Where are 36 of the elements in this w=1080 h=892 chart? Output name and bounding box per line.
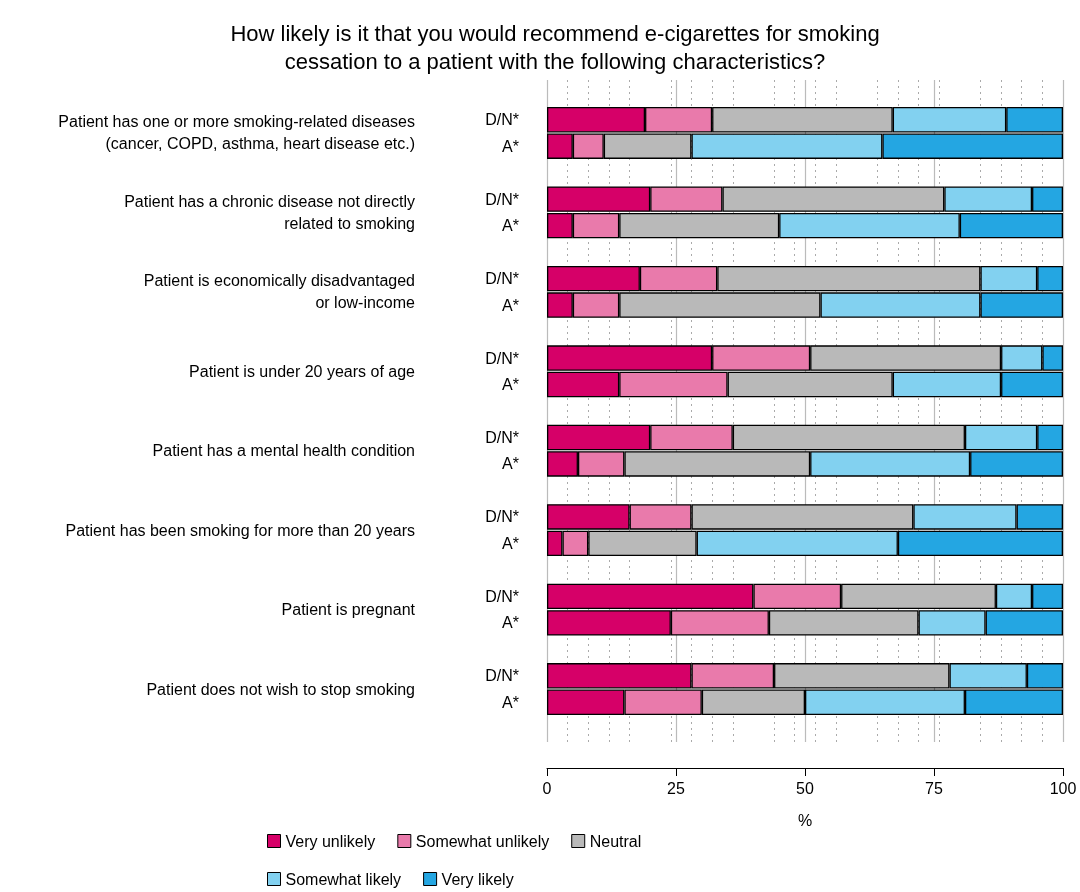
legend-label: Neutral xyxy=(589,832,642,850)
text: Patient is pregnant xyxy=(281,601,416,619)
text: Patient does not wish to stop smoking xyxy=(146,680,415,698)
legend-label: Somewhat unlikely xyxy=(415,832,550,850)
x-axis-title: % xyxy=(797,811,813,829)
y-tick-label: D/N* xyxy=(485,190,519,208)
y-tick-label: A* xyxy=(502,376,519,394)
text: Patient has been smoking for more than 20 years xyxy=(65,521,415,539)
legend-label: Very likely xyxy=(441,870,514,888)
legend-label: Somewhat likely xyxy=(285,870,402,888)
y-tick-label: A* xyxy=(502,137,519,155)
y-tick-label: D/N* xyxy=(485,349,519,367)
y-tick-label: A* xyxy=(502,693,519,711)
y-tick-label: D/N* xyxy=(485,270,519,288)
chart-title: How likely is it that you would recommend e-cigarettes for smoking cessation to a patient with the following characteristics? xyxy=(230,20,880,74)
y-tick-label: D/N* xyxy=(485,111,519,129)
y-tick-label: A* xyxy=(502,614,519,632)
legend-label: Very unlikely xyxy=(285,832,376,850)
y-tick-label: A* xyxy=(502,534,519,552)
x-tick-label: 0 xyxy=(542,779,552,797)
text: Patient has one or more smoking-related diseases (cancer, COPD, asthma, heart disease etc.) xyxy=(58,113,415,153)
text: Patient has a chronic disease not directly related to smoking xyxy=(124,192,415,232)
text: Patient is under 20 years of age xyxy=(189,362,416,380)
y-tick-label: A* xyxy=(502,217,519,235)
y-tick-label: A* xyxy=(502,455,519,473)
y-tick-label: D/N* xyxy=(485,667,519,685)
x-tick-label: 75 xyxy=(925,779,943,797)
x-tick-label: 50 xyxy=(796,779,814,797)
y-tick-label: D/N* xyxy=(485,508,519,526)
text: Patient is economically disadvantaged or low-income xyxy=(143,272,416,312)
x-tick-label: 25 xyxy=(667,779,685,797)
y-tick-label: A* xyxy=(502,296,519,314)
y-tick-label: D/N* xyxy=(485,587,519,605)
x-tick-label: 100 xyxy=(1049,779,1077,797)
y-tick-label: D/N* xyxy=(485,428,519,446)
text: Patient has a mental health condition xyxy=(152,442,415,460)
